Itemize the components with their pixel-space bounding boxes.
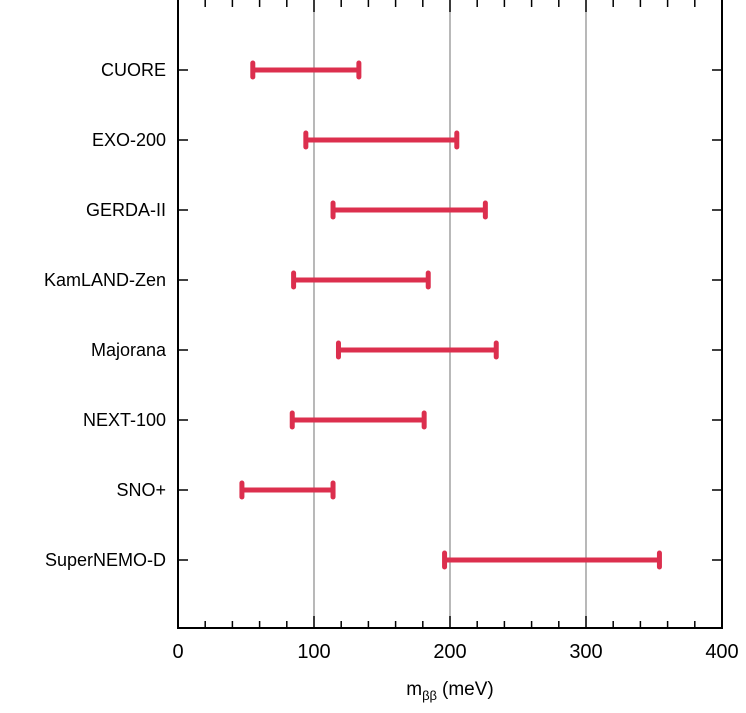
category-label: NEXT-100 bbox=[83, 410, 166, 430]
x-axis-label-subscript: ββ bbox=[422, 688, 437, 703]
category-label: Majorana bbox=[91, 340, 167, 360]
category-label: SNO+ bbox=[116, 480, 166, 500]
range-bars bbox=[239, 60, 662, 570]
range-bar bbox=[442, 550, 662, 570]
category-label: GERDA-II bbox=[86, 200, 166, 220]
range-bar bbox=[330, 200, 488, 220]
range-bar bbox=[239, 480, 336, 500]
category-label: EXO-200 bbox=[92, 130, 166, 150]
x-axis-label-main: m bbox=[406, 679, 422, 700]
gridlines bbox=[313, 0, 587, 628]
x-tick-label: 300 bbox=[569, 641, 602, 663]
category-labels: CUORE EXO-200 GERDA-II KamLAND-Zen Majorana N… bbox=[44, 60, 167, 570]
x-tick-labels: 0 100 200 300 400 bbox=[172, 641, 738, 663]
plot-frame bbox=[177, 0, 723, 629]
category-label: CUORE bbox=[101, 60, 166, 80]
x-tick-label: 0 bbox=[172, 641, 183, 663]
x-tick-label: 100 bbox=[297, 641, 330, 663]
range-bar bbox=[303, 130, 460, 150]
range-bar bbox=[291, 270, 431, 290]
x-tick-label: 400 bbox=[705, 641, 738, 663]
category-label: KamLAND-Zen bbox=[44, 270, 166, 290]
category-label: SuperNEMO-D bbox=[45, 550, 166, 570]
axis-ticks bbox=[177, 0, 723, 628]
x-tick-label: 200 bbox=[433, 641, 466, 663]
range-bar bbox=[335, 340, 499, 360]
x-axis-label-unit: (meV) bbox=[442, 679, 494, 700]
range-bar bbox=[250, 60, 362, 80]
range-bar bbox=[289, 410, 427, 430]
x-axis-label: mββ (meV) bbox=[406, 679, 494, 703]
